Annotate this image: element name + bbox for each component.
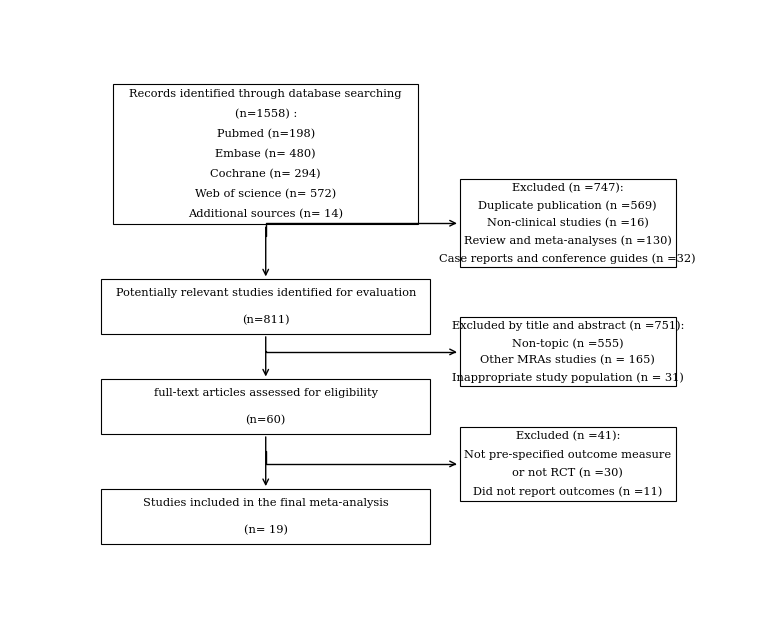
Text: Non-clinical studies (n =16): Non-clinical studies (n =16) — [487, 218, 649, 228]
Text: Inappropriate study population (n = 31): Inappropriate study population (n = 31) — [452, 373, 684, 383]
Text: Studies included in the final meta-analysis: Studies included in the final meta-analy… — [143, 498, 389, 508]
Text: Pubmed (n=198): Pubmed (n=198) — [217, 129, 315, 139]
FancyBboxPatch shape — [102, 489, 430, 543]
Text: (n=811): (n=811) — [242, 315, 290, 326]
Text: Records identified through database searching: Records identified through database sear… — [129, 89, 402, 99]
Text: full-text articles assessed for eligibility: full-text articles assessed for eligibil… — [154, 388, 377, 398]
Text: Duplicate publication (n =569): Duplicate publication (n =569) — [478, 201, 657, 211]
FancyBboxPatch shape — [460, 179, 676, 267]
FancyBboxPatch shape — [102, 279, 430, 334]
Text: Cochrane (n= 294): Cochrane (n= 294) — [210, 169, 321, 180]
Text: Other MRAs studies (n = 165): Other MRAs studies (n = 165) — [481, 355, 656, 366]
Text: (n=1558) :: (n=1558) : — [235, 109, 297, 119]
FancyBboxPatch shape — [113, 84, 418, 225]
Text: Additional sources (n= 14): Additional sources (n= 14) — [188, 209, 343, 220]
Text: Not pre-specified outcome measure: Not pre-specified outcome measure — [465, 449, 672, 460]
Text: Excluded by title and abstract (n =751):: Excluded by title and abstract (n =751): — [452, 321, 684, 331]
Text: Review and meta-analyses (n =130): Review and meta-analyses (n =130) — [464, 236, 672, 246]
Text: Non-topic (n =555): Non-topic (n =555) — [512, 338, 623, 348]
Text: Web of science (n= 572): Web of science (n= 572) — [195, 189, 336, 199]
Text: Excluded (n =41):: Excluded (n =41): — [516, 431, 620, 441]
Text: Excluded (n =747):: Excluded (n =747): — [512, 183, 623, 193]
Text: or not RCT (n =30): or not RCT (n =30) — [513, 468, 623, 478]
Text: Case reports and conference guides (n =32): Case reports and conference guides (n =3… — [439, 253, 696, 264]
Text: Potentially relevant studies identified for evaluation: Potentially relevant studies identified … — [115, 288, 416, 298]
Text: Embase (n= 480): Embase (n= 480) — [215, 149, 316, 159]
Text: Did not report outcomes (n =11): Did not report outcomes (n =11) — [473, 487, 662, 497]
Text: (n=60): (n=60) — [245, 415, 286, 426]
FancyBboxPatch shape — [102, 379, 430, 434]
Text: (n= 19): (n= 19) — [244, 525, 288, 535]
FancyBboxPatch shape — [460, 318, 676, 386]
FancyBboxPatch shape — [460, 427, 676, 501]
